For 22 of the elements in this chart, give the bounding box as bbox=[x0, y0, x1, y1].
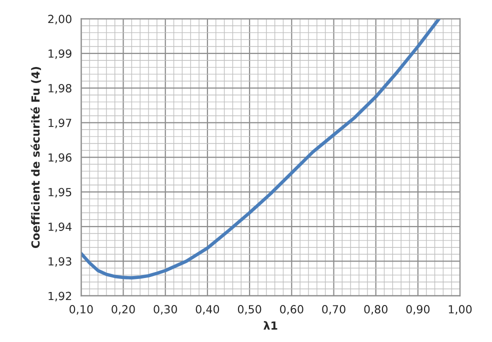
y-tick-label: 1,93 bbox=[48, 257, 72, 267]
x-tick-label: 0,60 bbox=[280, 305, 304, 315]
x-tick-label: 1,00 bbox=[448, 305, 472, 315]
y-axis-title: Coefficient de sécurité Fu (4) bbox=[30, 67, 42, 248]
y-tick-label: 1,95 bbox=[48, 188, 72, 198]
x-tick-label: 0,90 bbox=[406, 305, 430, 315]
x-tick-label: 0,10 bbox=[70, 305, 93, 315]
y-tick-label: 1,94 bbox=[48, 222, 72, 232]
y-tick-label: 1,99 bbox=[48, 49, 72, 59]
x-axis-title: λ1 bbox=[264, 321, 278, 330]
x-tick-label: 0,50 bbox=[238, 305, 262, 315]
x-tick-label: 0,40 bbox=[196, 305, 220, 315]
x-tick-label: 0,80 bbox=[364, 305, 388, 315]
x-tick-label: 0,30 bbox=[154, 305, 177, 315]
x-tick-label: 0,20 bbox=[112, 305, 135, 315]
y-tick-label: 1,96 bbox=[48, 153, 72, 163]
y-tick-label: 1,97 bbox=[48, 118, 72, 128]
line-series bbox=[81, 18, 441, 280]
x-tick-label: 0,70 bbox=[322, 305, 346, 315]
y-tick-label: 1,92 bbox=[48, 292, 72, 302]
y-tick-label: 2,00 bbox=[48, 14, 72, 24]
y-tick-label: 1,98 bbox=[48, 84, 72, 94]
